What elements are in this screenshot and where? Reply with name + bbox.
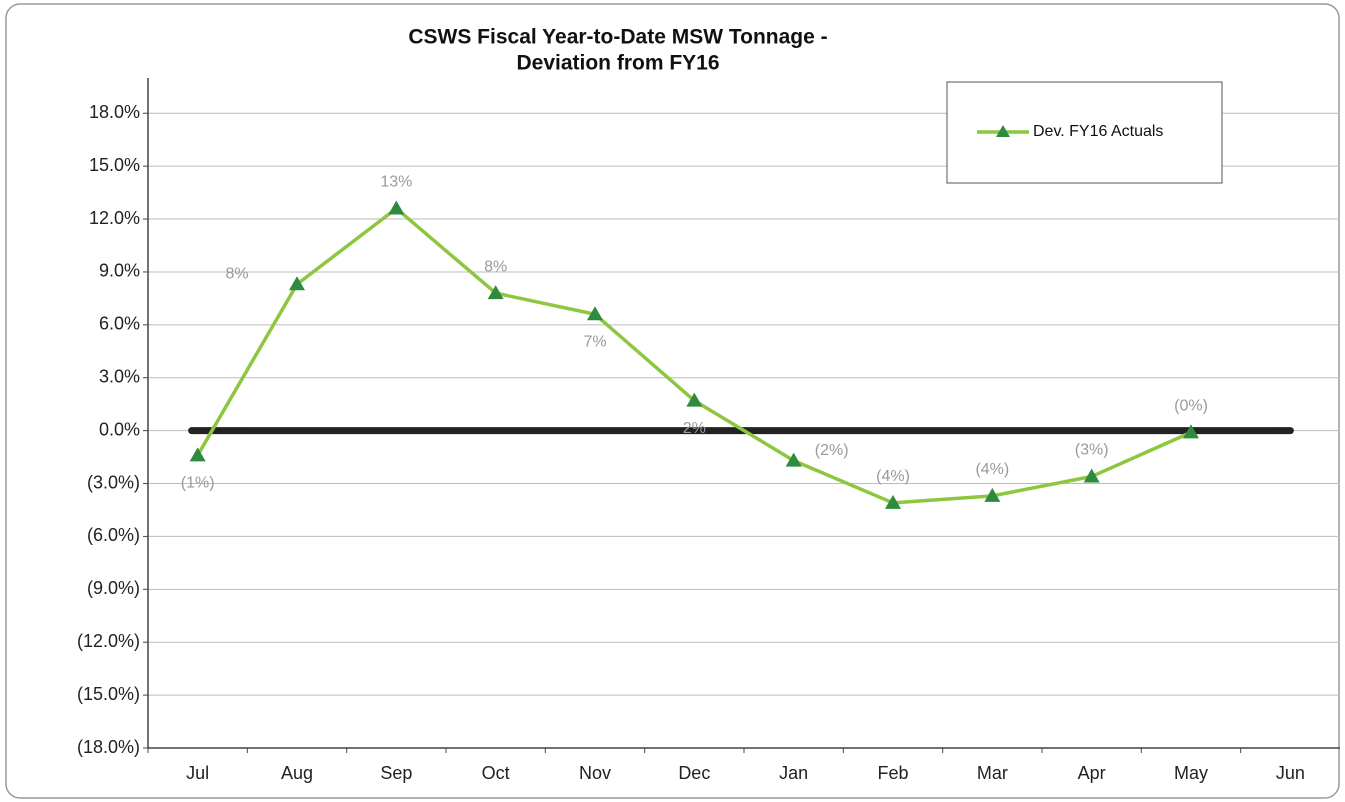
y-tick-label: (6.0%) bbox=[87, 525, 140, 545]
y-tick-label: (15.0%) bbox=[77, 684, 140, 704]
data-label: (3%) bbox=[1075, 442, 1109, 459]
data-label: 2% bbox=[683, 420, 706, 437]
data-label: 8% bbox=[225, 266, 248, 283]
y-tick-label: 3.0% bbox=[99, 366, 140, 386]
marker bbox=[885, 494, 901, 509]
data-label: (2%) bbox=[815, 442, 849, 459]
x-tick-label: Feb bbox=[877, 763, 908, 783]
x-tick-label: Dec bbox=[678, 763, 710, 783]
x-tick-label: Aug bbox=[281, 763, 313, 783]
y-tick-label: (18.0%) bbox=[77, 737, 140, 757]
data-label: 8% bbox=[484, 258, 507, 275]
marker bbox=[587, 306, 603, 321]
y-tick-label: (3.0%) bbox=[87, 472, 140, 492]
x-tick-label: Sep bbox=[380, 763, 412, 783]
x-tick-label: Oct bbox=[482, 763, 510, 783]
chart-title: CSWS Fiscal Year-to-Date MSW Tonnage - bbox=[408, 26, 827, 49]
y-tick-label: 6.0% bbox=[99, 314, 140, 334]
marker bbox=[785, 452, 802, 467]
data-label: (4%) bbox=[975, 461, 1009, 478]
y-tick-label: (9.0%) bbox=[87, 578, 140, 598]
x-tick-label: Jul bbox=[186, 763, 209, 783]
marker bbox=[289, 276, 305, 291]
y-tick-label: 0.0% bbox=[99, 419, 140, 439]
legend-marker bbox=[996, 125, 1010, 137]
data-label: 7% bbox=[583, 333, 606, 350]
legend-label: Dev. FY16 Actuals bbox=[1033, 123, 1163, 140]
chart-title: Deviation from FY16 bbox=[516, 52, 719, 75]
marker bbox=[487, 285, 504, 300]
x-tick-label: Nov bbox=[579, 763, 611, 783]
marker bbox=[1083, 468, 1100, 483]
data-label: (1%) bbox=[181, 475, 215, 492]
y-tick-label: (12.0%) bbox=[77, 631, 140, 651]
x-tick-label: Jan bbox=[779, 763, 808, 783]
x-tick-label: May bbox=[1174, 763, 1208, 783]
data-label: (0%) bbox=[1174, 398, 1208, 415]
marker bbox=[1183, 424, 1199, 439]
marker bbox=[189, 447, 206, 462]
marker bbox=[686, 392, 703, 407]
marker bbox=[388, 200, 405, 215]
data-label: (4%) bbox=[876, 468, 910, 485]
marker bbox=[984, 487, 1001, 502]
y-tick-label: 9.0% bbox=[99, 261, 140, 281]
x-tick-label: Jun bbox=[1276, 763, 1305, 783]
y-tick-label: 12.0% bbox=[89, 208, 140, 228]
x-tick-label: Apr bbox=[1078, 763, 1106, 783]
chart-frame bbox=[5, 3, 1340, 799]
x-tick-label: Mar bbox=[977, 763, 1008, 783]
y-tick-label: 15.0% bbox=[89, 155, 140, 175]
y-tick-label: 18.0% bbox=[89, 102, 140, 122]
data-label: 13% bbox=[380, 174, 412, 191]
